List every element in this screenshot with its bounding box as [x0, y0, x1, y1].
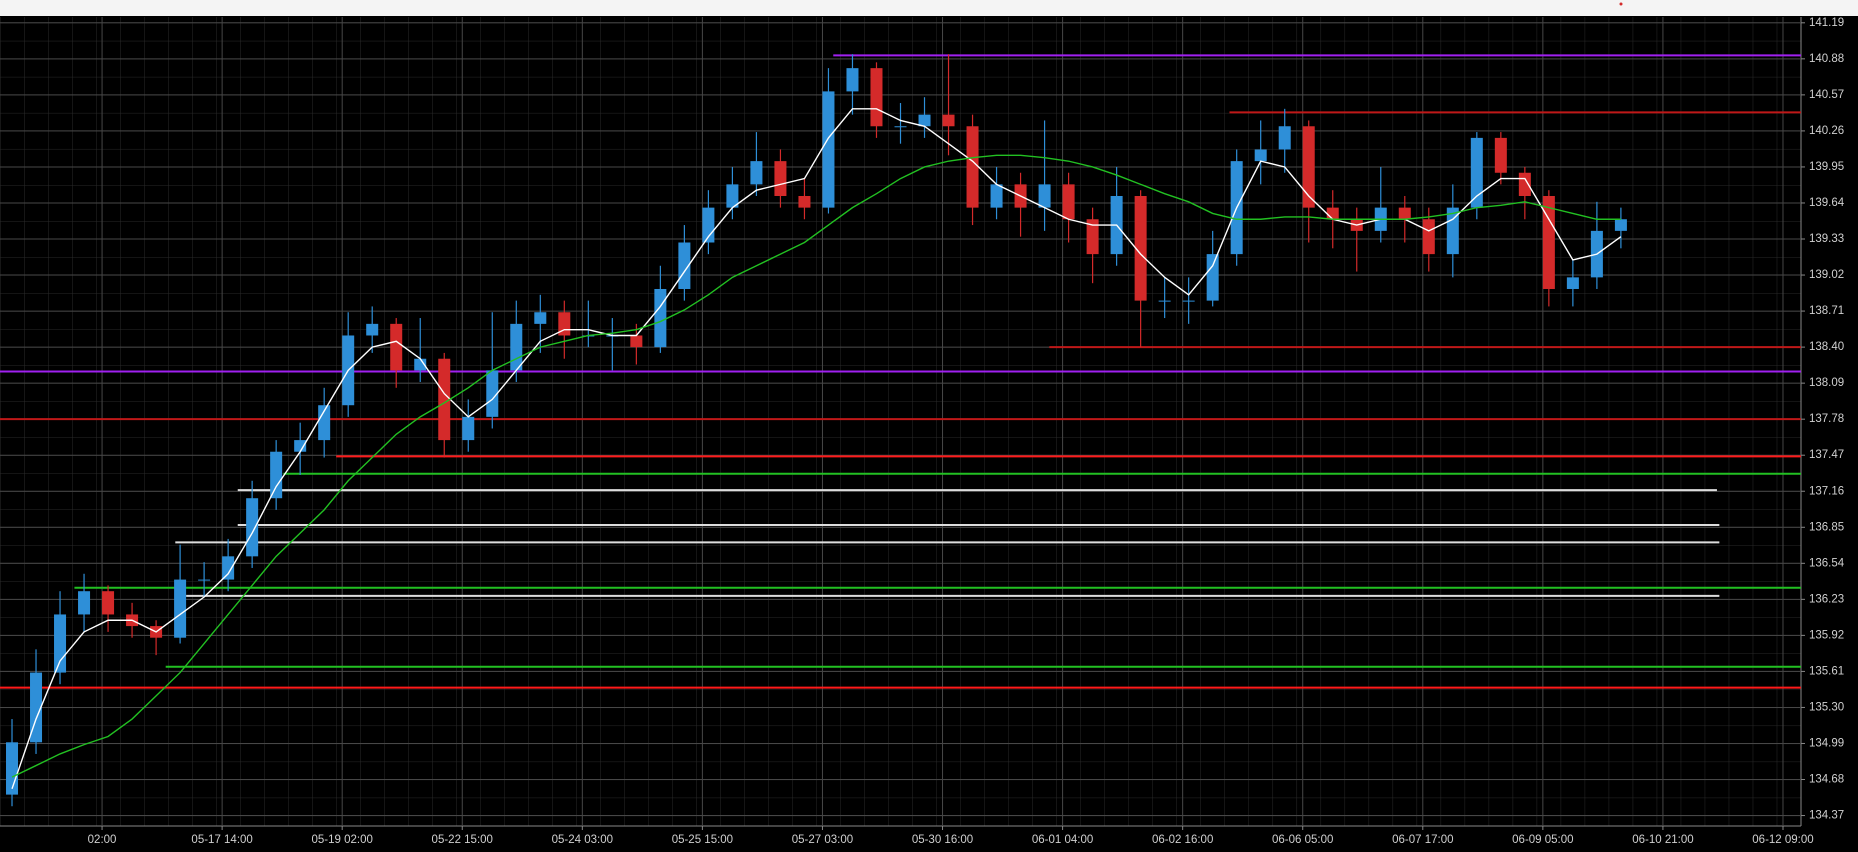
candle-body [1182, 300, 1195, 302]
candle-body [1614, 219, 1627, 231]
candle-body [750, 161, 763, 185]
x-tick-label: 06-09 05:00 [1512, 834, 1573, 846]
candle-body [1470, 137, 1483, 208]
x-tick-label: 02:00 [88, 834, 117, 846]
candle-body [174, 579, 187, 638]
candle-body [1542, 196, 1555, 289]
candle-body [102, 591, 115, 615]
top-bar [0, 0, 1858, 16]
candle-body [1062, 184, 1075, 220]
candle-body [198, 579, 211, 581]
moving-average [11, 108, 1622, 790]
candle-body [1206, 254, 1219, 301]
y-tick-label: 137.16 [1809, 485, 1844, 497]
y-tick-label: 141.19 [1809, 17, 1844, 29]
candle-body [846, 68, 859, 92]
candle-body [54, 614, 67, 673]
candle-body [1086, 219, 1099, 255]
y-tick-label: 136.85 [1809, 521, 1844, 533]
candle-body [1326, 207, 1339, 220]
candle-body [1278, 126, 1291, 150]
candle-body [1158, 300, 1171, 302]
x-tick-label: 05-24 03:00 [552, 834, 613, 846]
candle-body [462, 416, 475, 441]
y-tick-label: 136.54 [1809, 557, 1845, 569]
y-tick-label: 134.99 [1809, 738, 1844, 750]
candle-body [1446, 207, 1459, 255]
candle-body [822, 91, 835, 208]
candle-body [678, 242, 691, 289]
y-tick-label: 135.61 [1809, 665, 1844, 677]
x-tick-label: 06-12 09:00 [1752, 834, 1813, 846]
candle-body [222, 556, 235, 580]
y-tick-label: 135.30 [1809, 701, 1844, 713]
x-tick-label: 06-01 04:00 [1032, 834, 1093, 846]
y-tick-label: 136.23 [1809, 593, 1844, 605]
candle-body [390, 323, 403, 371]
status-dot [1619, 2, 1623, 6]
candle-body [1566, 277, 1579, 289]
candle-body [990, 184, 1003, 208]
x-tick-label: 05-25 15:00 [672, 834, 733, 846]
candle-body [1398, 207, 1411, 220]
y-tick-label: 135.92 [1809, 629, 1844, 641]
candle-body [726, 184, 739, 208]
candle-body [870, 68, 883, 127]
x-tick-label: 05-19 02:00 [311, 834, 372, 846]
candle-body [438, 358, 451, 441]
candle-body [1302, 126, 1315, 208]
y-tick-label: 137.78 [1809, 413, 1844, 425]
y-tick-label: 134.37 [1809, 810, 1844, 822]
candle-body [774, 161, 787, 197]
y-tick-label: 139.95 [1809, 161, 1844, 173]
candle-body [414, 358, 427, 371]
candle-body [654, 288, 667, 348]
candle-body [918, 114, 931, 127]
candle-body [966, 126, 979, 208]
candle-body [1422, 219, 1435, 255]
candle-body [270, 451, 283, 499]
candle-body [78, 591, 91, 615]
moving-average [11, 154, 1621, 778]
candle-body [534, 312, 547, 324]
x-tick-label: 05-27 03:00 [792, 834, 853, 846]
candle-body [1494, 137, 1507, 173]
candle-body [246, 498, 259, 557]
candle-body [894, 126, 907, 128]
y-tick-label: 139.33 [1809, 233, 1844, 245]
candle-body [366, 323, 379, 336]
y-tick-label: 134.68 [1809, 774, 1844, 786]
candle-body [1254, 149, 1267, 162]
y-tick-label: 137.47 [1809, 449, 1844, 461]
y-tick-label: 140.26 [1809, 125, 1844, 137]
x-tick-label: 05-17 14:00 [191, 834, 252, 846]
candle-body [486, 370, 499, 417]
x-tick-label: 06-10 21:00 [1632, 834, 1693, 846]
y-tick-label: 139.02 [1809, 269, 1844, 281]
y-tick-label: 139.64 [1809, 197, 1845, 209]
x-tick-label: 06-07 17:00 [1392, 834, 1453, 846]
y-tick-label: 138.71 [1809, 305, 1844, 317]
candle-body [294, 440, 307, 452]
candle-body [318, 405, 331, 441]
y-tick-label: 140.57 [1809, 89, 1844, 101]
candle-body [1134, 196, 1147, 301]
candle-body [798, 196, 811, 208]
x-tick-label: 05-22 15:00 [432, 834, 493, 846]
y-tick-label: 138.09 [1809, 377, 1844, 389]
candle-body [630, 335, 643, 348]
candle-body [1038, 184, 1051, 208]
x-tick-label: 06-02 16:00 [1152, 834, 1213, 846]
candle-body [30, 672, 43, 743]
y-tick-label: 138.40 [1809, 341, 1844, 353]
candle-body [510, 323, 523, 371]
x-tick-label: 05-30 16:00 [912, 834, 973, 846]
y-tick-label: 140.88 [1809, 53, 1844, 65]
x-tick-label: 06-06 05:00 [1272, 834, 1333, 846]
candle-body [942, 114, 955, 127]
